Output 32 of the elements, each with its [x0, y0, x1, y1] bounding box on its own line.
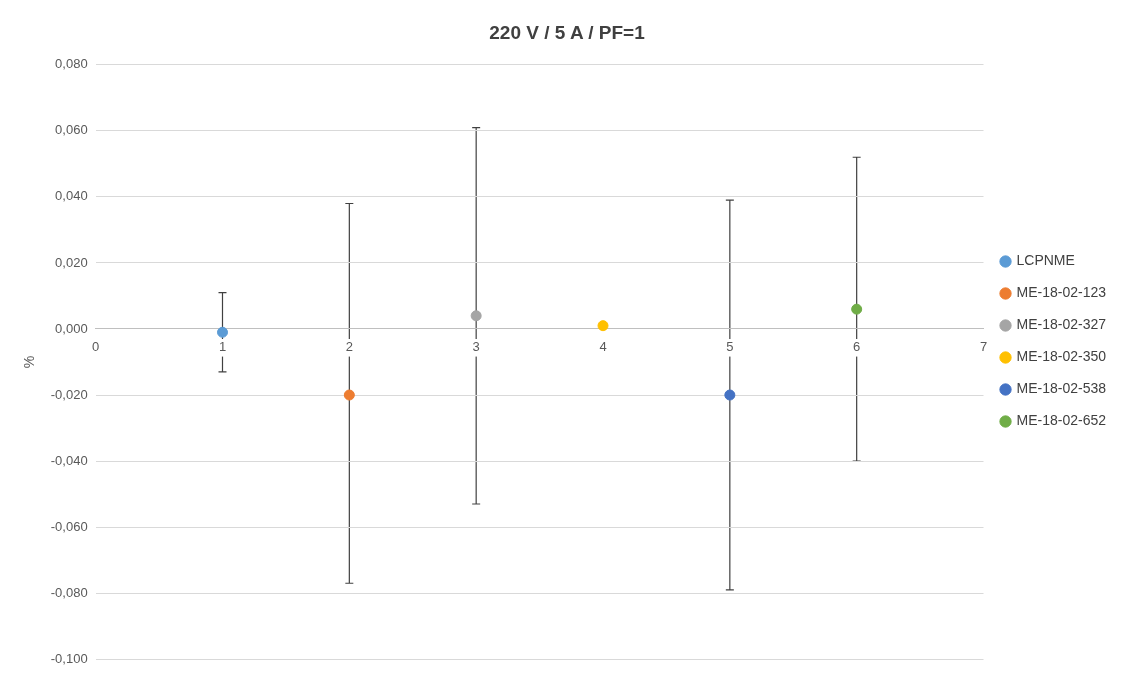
x-tick-label: 4 [599, 339, 607, 355]
y-tick-label: -0,080 [50, 584, 88, 600]
legend-label: ME-18-02-350 [1016, 348, 1107, 365]
legend-label: ME-18-02-652 [1016, 412, 1107, 429]
point [470, 310, 482, 322]
y-tick-label: 0,080 [55, 56, 88, 72]
point [343, 389, 355, 401]
x-tick-label: 3 [472, 339, 480, 355]
x-tick-label: 5 [726, 339, 734, 355]
y-tick-label: 0,000 [55, 320, 88, 336]
point [851, 303, 863, 315]
legend-label: ME-18-02-538 [1016, 380, 1107, 397]
legend-label: LCPNME [1016, 252, 1075, 269]
point [217, 326, 228, 338]
y-tick-label: -0,100 [50, 650, 88, 666]
x-tick-label: 0 [92, 339, 100, 355]
y-axis-title: % [21, 355, 38, 369]
chart-title: 220 V / 5 A / PF=1 [489, 21, 646, 43]
y-tick-label: 0,020 [55, 254, 88, 270]
point [724, 389, 736, 401]
x-tick-label: 7 [979, 339, 988, 355]
y-tick-label: -0,060 [50, 518, 88, 534]
legend-label: ME-18-02-123 [1016, 284, 1107, 301]
y-tick-label: 0,060 [55, 122, 88, 138]
x-tick-label: 1 [218, 339, 227, 355]
y-tick-label: -0,020 [50, 386, 88, 402]
y-tick-label: 0,040 [55, 188, 88, 204]
point [597, 320, 609, 332]
legend-label: ME-18-02-327 [1016, 316, 1107, 333]
x-tick-label: 2 [345, 339, 353, 355]
x-tick-label: 6 [853, 339, 861, 355]
y-tick-label: -0,040 [50, 452, 88, 468]
